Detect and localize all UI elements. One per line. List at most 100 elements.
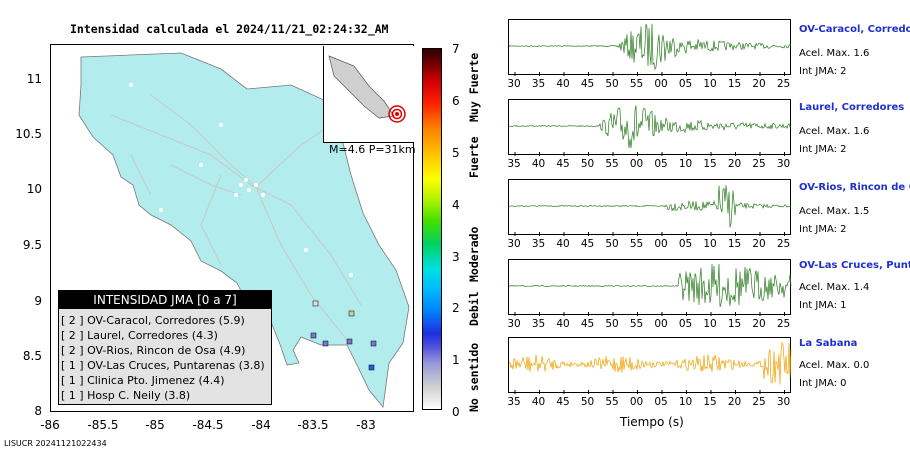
trace-panel: [508, 259, 792, 316]
trace-tick-label: 55: [629, 238, 644, 250]
trace-tick-label: 05: [654, 396, 668, 408]
trace-tick-label: 25: [776, 318, 791, 330]
waveform-trace: [509, 23, 792, 71]
trace-tick-label: 00: [654, 318, 668, 330]
trace-tick-label: 25: [776, 238, 791, 250]
x-tick-label: -85.5: [87, 418, 119, 432]
y-tick-label: 9: [34, 294, 42, 308]
station-name: Laurel, Corredores: [799, 102, 905, 113]
trace-tick-label: 45: [556, 396, 570, 408]
colorbar-word: Fuerte: [467, 136, 481, 178]
colorbar-number: 4: [452, 198, 460, 212]
legend-item: [ 1 ] Hosp C. Neily (3.8): [61, 389, 191, 402]
x-tick-label: -84.5: [192, 418, 224, 432]
legend-item: [ 1 ] OV-Las Cruces, Puntarenas (3.8): [61, 359, 265, 372]
station-jma: Int JMA: 0: [799, 378, 847, 389]
waveform: [509, 263, 792, 316]
trace-tick-label: 30: [507, 318, 521, 330]
trace-tick-label: 50: [605, 238, 619, 250]
y-tick-label: 8: [34, 404, 42, 418]
station-jma: Int JMA: 2: [799, 66, 847, 77]
trace-tick-label: 40: [556, 318, 570, 330]
station-jma: Int JMA: 1: [799, 300, 847, 311]
trace-tick-label: 45: [580, 78, 595, 90]
trace-tick-label: 55: [629, 78, 644, 90]
station-name: OV-Rios, Rincon de Os: [799, 182, 910, 193]
station-acel: Acel. Max. 1.5: [799, 206, 870, 217]
trace-tick-label: 35: [531, 318, 546, 330]
y-tick-label: 8.5: [22, 349, 42, 363]
trace-tick-label: 55: [605, 396, 619, 408]
trace-tick-label: 05: [654, 158, 668, 170]
trace-tick-label: 30: [507, 238, 521, 250]
trace-tick-label: 15: [727, 318, 742, 330]
trace-tick-label: 15: [727, 238, 742, 250]
waveform: [509, 23, 792, 76]
trace-tick-label: 10: [678, 158, 693, 170]
trace-tick-label: 10: [703, 78, 717, 90]
station-acel: Acel. Max. 1.6: [799, 48, 870, 59]
waveform: [509, 185, 792, 236]
trace-tick-label: 25: [752, 396, 766, 408]
colorbar-number: 1: [452, 353, 460, 367]
legend-item: [ 1 ] Clinica Pto. Jimenez (4.4): [61, 374, 225, 387]
colorbar-word: Muy Fuerte: [467, 52, 481, 122]
x-tick-label: -84: [251, 418, 271, 432]
trace-tick-label: 55: [605, 158, 619, 170]
waveform-trace: [509, 341, 792, 385]
intensity-legend: INTENSIDAD JMA [0 a 7] [ 2 ] OV-Caracol,…: [58, 290, 272, 405]
station-markers: [310, 300, 377, 371]
trace-tick-label: 15: [727, 78, 742, 90]
colorbar-number: 3: [452, 250, 460, 264]
trace-tick-label: 30: [776, 158, 791, 170]
station-acel: Acel. Max. 0.0: [799, 360, 870, 371]
intensity-colorbar: [422, 48, 442, 410]
trace-tick-label: 10: [703, 318, 717, 330]
location-inset: [323, 46, 414, 143]
colorbar-number: 7: [452, 42, 460, 56]
trace-tick-label: 10: [703, 238, 717, 250]
colorbar-word: Debil: [467, 291, 481, 326]
trace-tick-label: 50: [580, 396, 595, 408]
trace-tick-label: 45: [580, 318, 595, 330]
trace-tick-label: 35: [507, 396, 521, 408]
legend-title: INTENSIDAD JMA [0 a 7]: [59, 291, 271, 309]
inset-map: [328, 55, 406, 123]
waveform-trace: [509, 105, 792, 149]
trace-tick-label: 40: [531, 396, 546, 408]
station-name: OV-Caracol, Corredore: [799, 24, 910, 35]
colorbar-number: 6: [452, 94, 460, 108]
trace-tick-label: 15: [703, 158, 717, 170]
trace-tick-label: 40: [556, 78, 570, 90]
station-name: OV-Las Cruces, Puntar: [799, 260, 910, 271]
trace-tick-label: 20: [727, 158, 742, 170]
legend-item: [ 2 ] Laurel, Corredores (4.3): [61, 329, 218, 342]
x-tick-label: -83.5: [297, 418, 329, 432]
trace-tick-label: 45: [580, 238, 595, 250]
trace-tick-label: 25: [776, 78, 791, 90]
y-tick-label: 11: [26, 72, 42, 86]
x-tick-label: -83: [356, 418, 376, 432]
trace-tick-label: 20: [752, 238, 766, 250]
colorbar-word: No sentido: [467, 342, 481, 412]
page-title: Intensidad calculada el 2024/11/21_02:24…: [70, 22, 389, 36]
epicenter-icon: [388, 105, 406, 123]
town-markers: [129, 83, 353, 277]
trace-tick-label: 05: [678, 238, 693, 250]
waveform-trace: [509, 185, 792, 228]
station-acel: Acel. Max. 1.6: [799, 126, 870, 137]
trace-tick-label: 50: [605, 318, 619, 330]
trace-tick-label: 20: [727, 396, 742, 408]
trace-tick-label: 30: [776, 396, 791, 408]
x-tick-label: -85: [145, 418, 165, 432]
trace-tick-label: 35: [507, 158, 521, 170]
road-network: [110, 94, 362, 346]
x-tick-label: -86: [40, 418, 60, 432]
trace-tick-label: 00: [629, 396, 644, 408]
trace-panel: [508, 99, 792, 156]
colorbar-number: 0: [452, 405, 460, 419]
waveform: [509, 341, 792, 394]
trace-tick-label: 35: [531, 78, 546, 90]
colorbar-word: Moderado: [467, 226, 481, 282]
trace-tick-label: 00: [654, 238, 668, 250]
